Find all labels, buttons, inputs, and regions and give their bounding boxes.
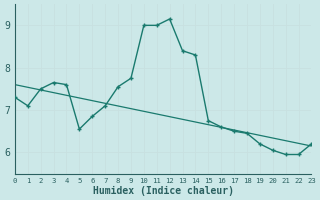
X-axis label: Humidex (Indice chaleur): Humidex (Indice chaleur) — [93, 186, 234, 196]
